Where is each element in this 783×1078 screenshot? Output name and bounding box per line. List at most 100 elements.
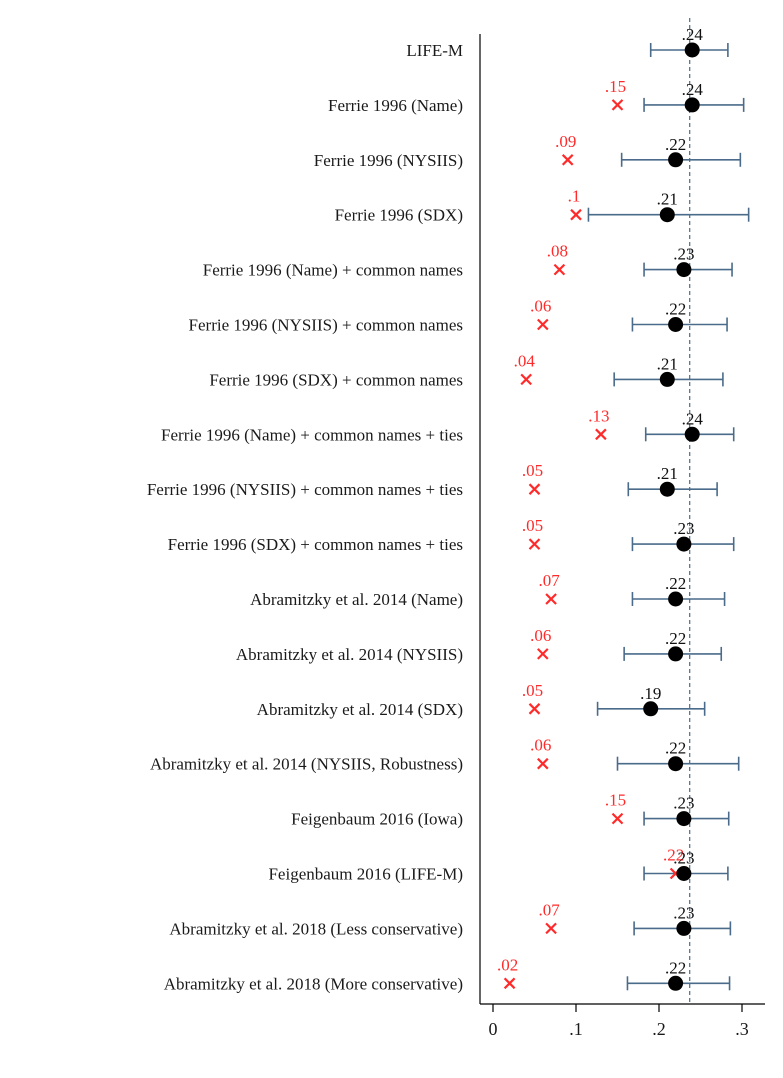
category-label: Abramitzky et al. 2018 (Less conservativ… xyxy=(169,919,463,938)
estimate-value-label: .24 xyxy=(682,409,704,428)
alt-value-label: .08 xyxy=(547,242,568,261)
chart-row: Abramitzky et al. 2014 (Name) .07 .22 xyxy=(250,571,726,609)
alt-value-label: .07 xyxy=(538,900,560,919)
chart-row: Ferrie 1996 (Name) .15 .24 xyxy=(328,77,745,115)
estimate-point xyxy=(668,317,684,332)
estimate-value-label: .21 xyxy=(657,464,678,483)
alt-value-label: .13 xyxy=(588,406,609,425)
estimate-value-label: .21 xyxy=(657,190,678,209)
alt-marker xyxy=(545,922,557,935)
chart-row: Abramitzky et al. 2014 (SDX) .05 .19 xyxy=(257,681,706,719)
estimate-point xyxy=(668,975,684,991)
category-label: Abramitzky et al. 2014 (Name) xyxy=(250,590,463,609)
estimate-point xyxy=(684,42,700,58)
alt-marker xyxy=(528,538,541,550)
estimate-value-label: .24 xyxy=(682,80,704,99)
estimate-value-label: .22 xyxy=(665,629,686,648)
estimate-point xyxy=(668,152,684,168)
x-tick-label: .1 xyxy=(569,1019,583,1039)
alt-value-label: .06 xyxy=(530,297,551,316)
category-label: Ferrie 1996 (Name) + common names xyxy=(203,261,463,280)
chart-row: Ferrie 1996 (NYSIIS) + common names .06 .2… xyxy=(189,297,728,335)
category-label: Feigenbaum 2016 (Iowa) xyxy=(291,810,463,829)
chart-row: Ferrie 1996 (SDX) + common names .04 .21 xyxy=(209,351,724,389)
alt-value-label: .05 xyxy=(522,461,543,480)
alt-marker xyxy=(528,703,541,715)
chart-row: Abramitzky et al. 2014 (NYSIIS, Robustne… xyxy=(150,736,740,774)
category-label: Ferrie 1996 (NYSIIS) + common names xyxy=(189,316,463,335)
alt-value-label: .02 xyxy=(497,955,518,974)
category-label: Ferrie 1996 (NYSIIS) + common names + ti… xyxy=(147,480,463,499)
alt-value-label: .22 xyxy=(663,846,684,865)
estimate-point xyxy=(668,646,684,662)
estimate-point xyxy=(676,811,692,827)
estimate-value-label: .24 xyxy=(682,25,704,44)
estimate-point xyxy=(659,371,675,387)
category-label: Feigenbaum 2016 (LIFE-M) xyxy=(268,865,463,884)
estimate-value-label: .22 xyxy=(665,300,686,319)
chart-row: Ferrie 1996 (NYSIIS) .09 .22 xyxy=(314,132,742,170)
category-label: Abramitzky et al. 2018 (More conservativ… xyxy=(164,974,463,993)
estimate-value-label: .21 xyxy=(657,354,678,373)
alt-value-label: .1 xyxy=(568,187,581,206)
estimate-point xyxy=(684,426,700,442)
alt-marker xyxy=(528,483,541,495)
alt-marker xyxy=(537,757,549,770)
category-label: Ferrie 1996 (SDX) xyxy=(335,206,463,225)
category-label: Ferrie 1996 (Name) + common names + ties xyxy=(161,425,463,444)
x-tick-label: .3 xyxy=(735,1019,749,1039)
x-tick-label: .2 xyxy=(652,1019,666,1039)
estimate-value-label: .23 xyxy=(673,903,694,922)
alt-marker xyxy=(595,428,607,441)
alt-marker xyxy=(545,593,557,605)
alt-marker xyxy=(611,812,624,825)
alt-marker xyxy=(553,263,566,276)
alt-marker xyxy=(520,373,532,386)
alt-value-label: .06 xyxy=(530,626,551,645)
estimate-point xyxy=(659,481,675,497)
chart-row: Feigenbaum 2016 (Iowa) .15 .23 xyxy=(291,791,730,829)
estimate-value-label: .23 xyxy=(673,849,694,868)
alt-marker xyxy=(561,154,574,166)
alt-marker xyxy=(503,977,516,990)
alt-value-label: .15 xyxy=(605,77,626,96)
chart-row: Abramitzky et al. 2014 (NYSIIS) .06 .22 xyxy=(236,626,723,664)
estimate-point xyxy=(659,207,675,223)
category-label: Ferrie 1996 (Name) xyxy=(328,96,463,115)
chart-row: Abramitzky et al. 2018 (Less conservativ… xyxy=(169,900,732,938)
estimate-value-label: .22 xyxy=(665,958,686,977)
alt-value-label: .05 xyxy=(522,516,543,535)
estimate-value-label: .23 xyxy=(673,794,694,813)
category-label: Abramitzky et al. 2014 (SDX) xyxy=(257,700,463,719)
category-label: Ferrie 1996 (SDX) + common names + ties xyxy=(168,535,463,554)
alt-value-label: .07 xyxy=(538,571,560,590)
estimate-point xyxy=(668,591,684,607)
estimate-point xyxy=(643,701,659,717)
estimate-point xyxy=(668,756,684,772)
chart-row: Abramitzky et al. 2018 (More conservativ… xyxy=(164,955,731,993)
alt-marker xyxy=(570,208,582,221)
estimate-point xyxy=(676,262,692,278)
estimate-value-label: .23 xyxy=(673,245,694,264)
estimate-value-label: .22 xyxy=(665,135,686,154)
x-tick-label: 0 xyxy=(489,1019,498,1039)
category-label: Ferrie 1996 (NYSIIS) xyxy=(314,151,463,170)
alt-marker xyxy=(611,99,624,111)
alt-marker xyxy=(537,318,549,331)
category-label: Ferrie 1996 (SDX) + common names xyxy=(209,370,463,389)
chart-row: LIFE-M .24 xyxy=(406,25,729,60)
estimate-point xyxy=(676,536,692,552)
alt-value-label: .15 xyxy=(605,791,626,810)
chart-row: Ferrie 1996 (SDX) + common names + ties.… xyxy=(168,516,735,554)
chart-row: Ferrie 1996 (SDX) .1 .21 xyxy=(335,187,750,225)
chart-row: Feigenbaum 2016 (LIFE-M) .22.23 xyxy=(268,846,729,884)
estimate-point xyxy=(676,920,692,936)
estimate-value-label: .19 xyxy=(640,684,661,703)
alt-value-label: .04 xyxy=(514,351,536,370)
alt-value-label: .06 xyxy=(530,736,551,755)
estimate-value-label: .22 xyxy=(665,574,686,593)
alt-value-label: .05 xyxy=(522,681,543,700)
